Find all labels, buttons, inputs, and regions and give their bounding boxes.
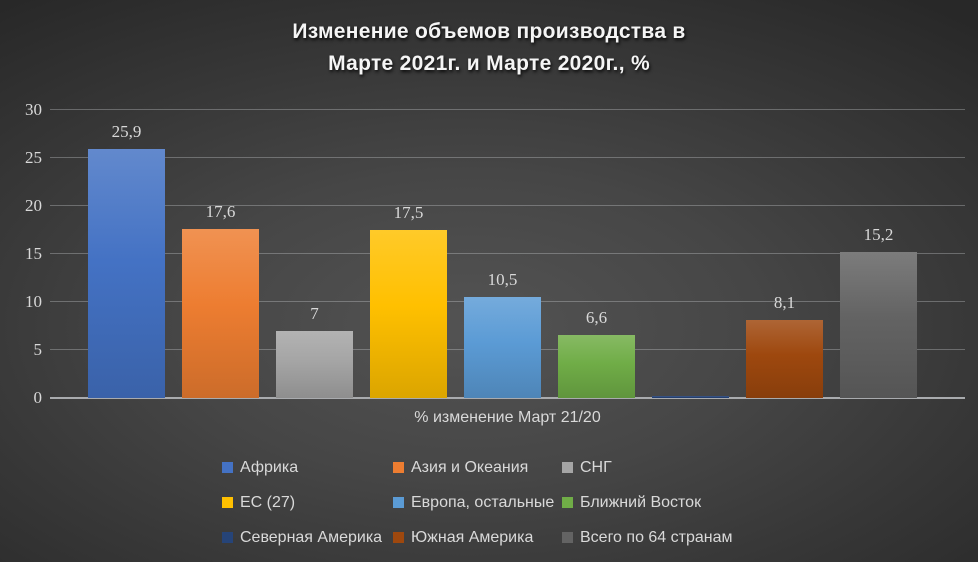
legend-swatch-icon [393,532,404,543]
bar-fill [276,331,353,398]
gridline [50,205,965,206]
bar-value-label: 10,5 [487,270,518,289]
bar-value-label: 17,5 [393,203,424,222]
legend-item: ЕС (27) [222,494,393,512]
legend-label: Южная Америка [411,528,534,546]
gridline [50,157,965,158]
chart-title-line-2: Марте 2021г. и Марте 2020г., % [328,52,650,75]
legend-item: Европа, остальные [393,494,562,512]
bar-value-label: 25,9 [111,122,142,141]
bar-value-label: 8,1 [773,293,796,312]
bar-5: 10,5 [464,270,541,398]
bar-7 [652,396,729,398]
legend-label: СНГ [580,458,612,476]
y-tick-label: 0 [33,388,43,407]
bar-3: 7 [276,304,353,398]
bar-value-label: 7 [310,304,319,323]
legend-label: Ближний Восток [580,493,702,511]
bar-8: 8,1 [746,293,823,398]
y-tick-label: 20 [25,196,42,215]
y-tick-label: 10 [25,292,42,311]
legend-swatch-icon [562,497,573,508]
chart-title: Изменение объемов производства в Марте 2… [0,16,978,80]
legend-label: Всего по 64 странам [580,528,733,546]
legend-item: Африка [222,459,393,477]
legend-label: Африка [240,458,299,476]
chart-title-line-1: Изменение объемов производства в [292,20,686,43]
legend-label: Северная Америка [240,528,383,546]
bar-fill [746,320,823,398]
y-tick-label: 5 [33,340,43,359]
legend-swatch-icon [222,462,233,473]
legend-swatch-icon [562,532,573,543]
legend-item: Всего по 64 странам [562,529,733,547]
legend: Африка Азия и Океания СНГ ЕС (27) Европа, ос… [222,450,733,555]
legend-swatch-icon [222,532,233,543]
bar-4: 17,5 [370,203,447,398]
bar-value-label: 15,2 [863,225,894,244]
legend-swatch-icon [393,462,404,473]
bar-fill [370,230,447,398]
legend-label: Европа, остальные [411,493,555,511]
bar-fill [182,229,259,398]
bar-fill [88,149,165,398]
bar-fill [652,396,729,398]
bar-fill [558,335,635,398]
legend-item: Ближний Восток [562,494,733,512]
plot-area: 0 5 10 15 20 25 30 25,9 17,6 7 17,5 10,5 6,6 8,1 15,2 [25,100,965,407]
bar-2: 17,6 [182,202,259,398]
y-tick-label: 15 [25,244,42,263]
bar-fill [840,252,917,398]
gridline [50,109,965,110]
bar-6: 6,6 [558,308,635,398]
legend-item: Южная Америка [393,529,562,547]
bars-group: 25,9 17,6 7 17,5 10,5 6,6 8,1 15,2 [50,110,965,398]
bar-1: 25,9 [88,122,165,398]
legend-item: Азия и Океания [393,459,562,477]
bar-value-label: 17,6 [205,202,236,221]
legend-label: ЕС (27) [240,493,296,511]
bar-fill [464,297,541,398]
legend-item: Северная Америка [222,529,393,547]
x-axis-line [50,397,965,399]
y-tick-label: 25 [25,148,42,167]
bar-9: 15,2 [840,225,917,398]
legend-item: СНГ [562,459,733,477]
legend-label: Азия и Океания [411,458,529,476]
legend-swatch-icon [562,462,573,473]
y-tick-label: 30 [25,100,42,119]
legend-swatch-icon [393,497,404,508]
legend-swatch-icon [222,497,233,508]
x-axis-category-label: % изменение Март 21/20 [414,409,601,426]
bar-value-label: 6,6 [585,308,608,327]
gridline [50,253,965,254]
